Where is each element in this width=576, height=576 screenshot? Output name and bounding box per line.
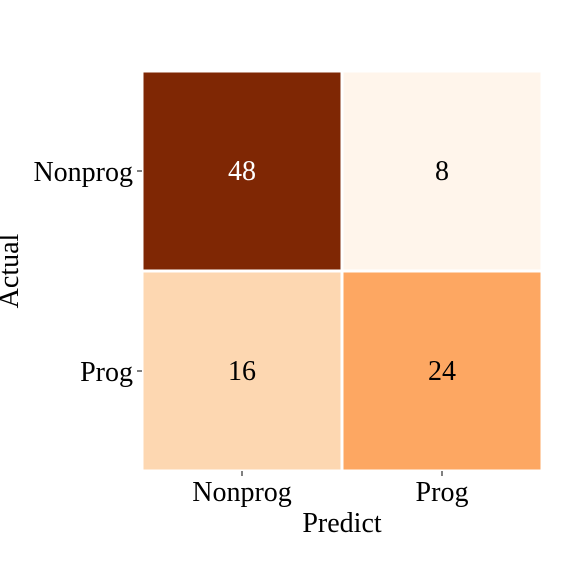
cell-value-1-0: 16 [228,356,256,387]
heatmap-cell-0-0 [140,69,344,273]
heatmap-cell-0-1 [340,69,544,273]
x-tick-label-1: Prog [416,477,469,508]
heatmap-cell-1-1 [340,269,544,473]
y-tick-label-1: Prog [80,357,133,388]
x-tick-label-0: Nonprog [192,477,292,508]
x-axis-label: Predict [302,508,382,539]
y-tick-label-0: Nonprog [33,157,133,188]
x-axis: Nonprog Prog [192,471,468,508]
heatmap-cell-1-0 [140,269,344,473]
y-axis-label: Actual [0,233,25,308]
cell-value-0-0: 48 [228,156,256,187]
y-axis: Nonprog Prog [33,157,142,388]
cell-value-0-1: 8 [435,156,449,187]
heatmap-cell-values: 48 8 16 24 [228,156,456,387]
cell-value-1-1: 24 [428,356,456,387]
heatmap-cells [140,69,544,473]
